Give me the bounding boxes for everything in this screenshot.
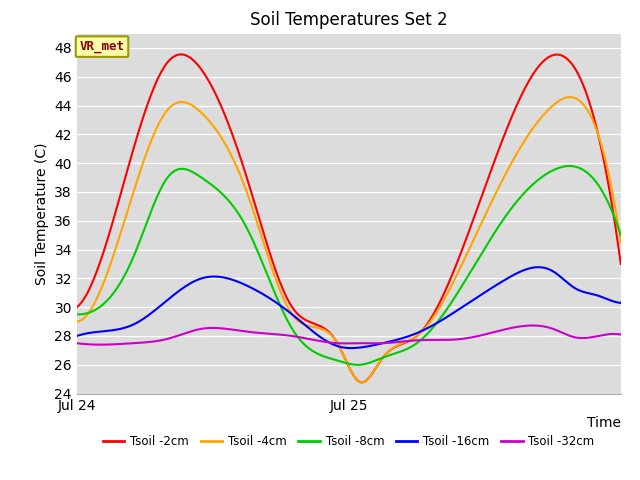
Tsoil -4cm [606, 177, 614, 182]
Tsoil -2cm [617, 261, 625, 267]
Tsoil -16cm [73, 333, 81, 339]
Title: Soil Temperatures Set 2: Soil Temperatures Set 2 [250, 11, 447, 29]
Tsoil -2cm [399, 341, 406, 347]
Tsoil -8cm [73, 312, 81, 317]
Tsoil -2cm [332, 338, 340, 344]
Tsoil -8cm [398, 348, 406, 354]
Tsoil -8cm [335, 358, 342, 364]
Tsoil -32cm [336, 340, 344, 346]
Line: Tsoil -2cm: Tsoil -2cm [77, 54, 621, 383]
Tsoil -16cm [332, 342, 339, 348]
Tsoil -32cm [398, 339, 406, 345]
Tsoil -16cm [348, 345, 355, 351]
Line: Tsoil -8cm: Tsoil -8cm [77, 166, 621, 365]
Tsoil -16cm [398, 336, 406, 341]
Line: Tsoil -4cm: Tsoil -4cm [77, 97, 621, 383]
Tsoil -8cm [332, 357, 339, 363]
Tsoil -2cm [606, 190, 614, 196]
Legend: Tsoil -2cm, Tsoil -4cm, Tsoil -8cm, Tsoil -16cm, Tsoil -32cm: Tsoil -2cm, Tsoil -4cm, Tsoil -8cm, Tsoi… [99, 430, 599, 453]
Tsoil -8cm [520, 191, 527, 196]
X-axis label: Time: Time [587, 416, 621, 430]
Tsoil -2cm [178, 51, 186, 57]
Tsoil -32cm [617, 332, 625, 337]
Tsoil -32cm [529, 323, 536, 328]
Tsoil -16cm [606, 297, 614, 303]
Tsoil -4cm [398, 341, 406, 347]
Tsoil -16cm [534, 264, 542, 270]
Tsoil -4cm [332, 337, 339, 343]
Tsoil -4cm [335, 342, 342, 348]
Tsoil -32cm [97, 342, 104, 348]
Tsoil -8cm [354, 362, 362, 368]
Tsoil -32cm [332, 340, 340, 346]
Tsoil -4cm [73, 319, 81, 324]
Tsoil -2cm [358, 380, 365, 385]
Tsoil -16cm [335, 344, 342, 349]
Tsoil -16cm [520, 267, 527, 273]
Tsoil -8cm [617, 232, 625, 238]
Tsoil -8cm [606, 204, 614, 209]
Tsoil -32cm [369, 340, 376, 346]
Tsoil -4cm [520, 139, 527, 145]
Tsoil -4cm [369, 371, 376, 376]
Tsoil -16cm [369, 343, 376, 348]
Tsoil -2cm [336, 344, 344, 350]
Tsoil -4cm [358, 380, 365, 385]
Tsoil -2cm [73, 304, 81, 310]
Text: VR_met: VR_met [79, 40, 125, 53]
Tsoil -32cm [520, 323, 527, 329]
Tsoil -4cm [566, 94, 573, 100]
Tsoil -2cm [521, 85, 529, 91]
Tsoil -32cm [606, 331, 614, 337]
Tsoil -2cm [369, 369, 377, 375]
Line: Tsoil -32cm: Tsoil -32cm [77, 325, 621, 345]
Tsoil -8cm [566, 163, 573, 169]
Tsoil -4cm [617, 240, 625, 245]
Tsoil -8cm [369, 359, 376, 365]
Line: Tsoil -16cm: Tsoil -16cm [77, 267, 621, 348]
Tsoil -16cm [617, 300, 625, 306]
Tsoil -32cm [73, 340, 81, 346]
Y-axis label: Soil Temperature (C): Soil Temperature (C) [35, 143, 49, 285]
